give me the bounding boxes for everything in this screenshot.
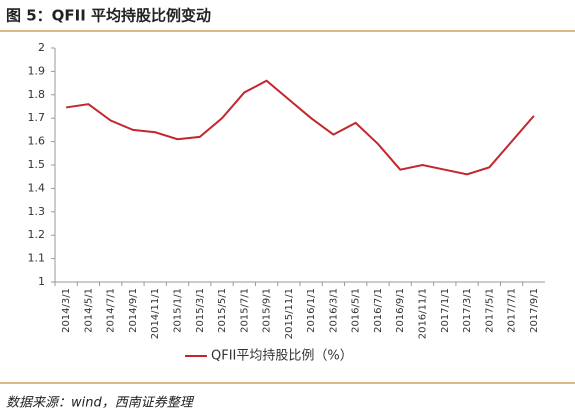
x-tick-label: 2016/3/1: [328, 288, 339, 333]
y-tick-label: 1.8: [28, 88, 46, 101]
x-tick-label: 2015/11/1: [284, 288, 295, 339]
x-tick-label: 2016/7/1: [373, 288, 384, 333]
chart-title: 图 5：QFII 平均持股比例变动: [6, 7, 211, 25]
y-tick-label: 1: [38, 275, 45, 288]
y-tick-label: 1.1: [28, 252, 46, 265]
x-tick-label: 2017/1/1: [440, 288, 451, 333]
x-tick-label: 2015/9/1: [262, 288, 273, 333]
legend-label: QFII平均持股比例（%）: [211, 349, 353, 364]
x-tick-label: 2015/1/1: [173, 288, 184, 333]
y-tick-label: 1.3: [28, 205, 46, 218]
data-line: [65, 79, 535, 176]
x-tick-label: 2015/3/1: [195, 288, 206, 333]
x-tick-label: 2016/5/1: [351, 288, 362, 333]
x-tick-label: 2014/7/1: [106, 288, 117, 333]
source: 数据来源：wind，西南证券整理: [6, 396, 195, 411]
x-tick-label: 2015/5/1: [217, 288, 228, 333]
x-tick-label: 2017/9/1: [529, 288, 540, 333]
x-tick-label: 2016/1/1: [306, 288, 317, 333]
x-tick-label: 2017/3/1: [462, 288, 473, 333]
y-tick-label: 1.9: [28, 64, 46, 77]
y-tick-label: 1.6: [28, 135, 46, 148]
y-tick-label: 1.4: [28, 181, 46, 194]
y-tick-label: 1.7: [28, 111, 46, 124]
x-tick-label: 2015/7/1: [239, 288, 250, 333]
y-tick-label: 1.2: [28, 228, 46, 241]
x-tick-label: 2016/11/1: [418, 288, 429, 339]
y-tick-label: 2: [38, 41, 45, 54]
x-tick-label: 2014/9/1: [128, 288, 139, 333]
x-tick-label: 2014/3/1: [61, 288, 72, 333]
x-tick-label: 2017/5/1: [484, 288, 495, 333]
x-tick-label: 2014/11/1: [150, 288, 161, 339]
x-tick-label: 2017/7/1: [507, 288, 518, 333]
x-tick-label: 2014/5/1: [83, 288, 94, 333]
y-tick-label: 1.5: [28, 158, 46, 171]
x-tick-label: 2016/9/1: [395, 288, 406, 333]
